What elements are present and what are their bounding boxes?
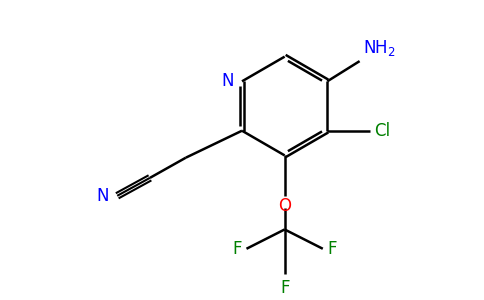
Text: F: F (232, 240, 242, 258)
Text: NH$_2$: NH$_2$ (363, 38, 396, 58)
Text: N: N (221, 72, 234, 90)
Text: F: F (280, 279, 289, 297)
Text: N: N (97, 187, 109, 205)
Text: Cl: Cl (375, 122, 391, 140)
Text: O: O (278, 197, 291, 215)
Text: F: F (327, 240, 337, 258)
